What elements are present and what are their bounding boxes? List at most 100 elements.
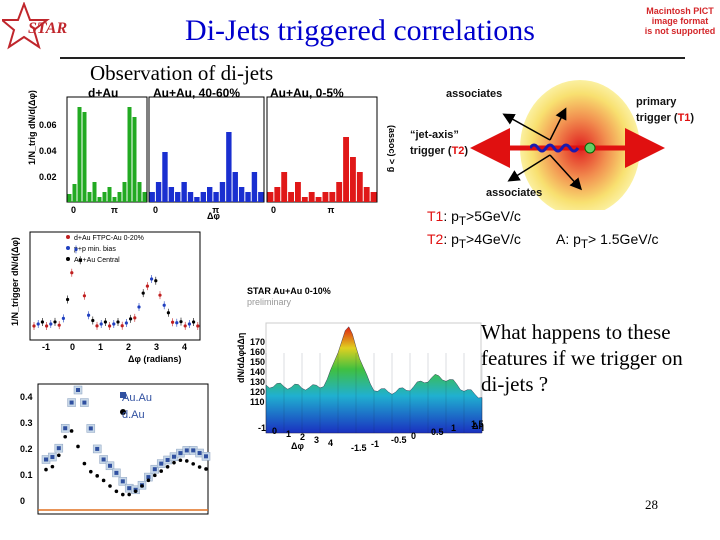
histogram-bar <box>267 192 274 202</box>
primary-trigger-label: primary trigger (T1) <box>636 96 695 124</box>
histogram-bar <box>219 182 226 202</box>
auau-data-point <box>120 479 125 484</box>
dau-data-point <box>133 489 138 494</box>
histogram-bar <box>295 182 301 202</box>
bottom-y-tick-label: 0 <box>20 496 25 506</box>
histogram-bar <box>322 192 329 202</box>
top-histogram-panels: 0.06 0.04 0.02 1/N_trig dN/d(Δφ) 0 π 0 π 0 π Δφ (as… <box>27 85 399 221</box>
surface-y-tick-label: 0.5 <box>431 427 444 437</box>
histogram-bar <box>308 192 315 202</box>
surface-z-tick-label: 120 <box>250 387 265 397</box>
auau-data-point <box>152 467 157 472</box>
auau-data-point <box>172 454 176 459</box>
auau-data-point <box>114 470 119 475</box>
jet-shower-curve <box>528 143 580 153</box>
associate-arrow-1 <box>502 113 551 141</box>
panel-title-dau: d+Au <box>88 86 119 100</box>
auau-data-point <box>69 400 74 405</box>
histogram-bar <box>92 182 97 202</box>
dau-data-point <box>165 464 170 469</box>
dau-data-point <box>146 478 151 483</box>
histogram-bar <box>102 192 107 202</box>
dau-data-point <box>63 434 67 439</box>
surface-y-tick-label: 1.5 <box>471 419 484 429</box>
histogram-bar <box>274 187 281 202</box>
associate-cut: A: pT> 1.5GeV/c <box>556 231 659 251</box>
dau-data-point <box>121 492 125 497</box>
top-y-tick-label: 0.04 <box>39 146 57 156</box>
top-panel-frame <box>148 96 265 203</box>
top-y-tick-label: 0.02 <box>39 172 57 182</box>
histogram-bar <box>137 182 142 202</box>
histogram-bar <box>329 192 336 202</box>
histogram-bar <box>122 182 127 202</box>
ftpc-x-tick-label: 1 <box>98 342 103 352</box>
histogram-bar <box>97 197 102 202</box>
primary-trigger-point <box>584 142 596 154</box>
bottom-y-tick-label: 0.3 <box>20 418 33 428</box>
top-x-tick-label: π <box>111 205 118 215</box>
surface-plot-subtitle: preliminary <box>247 297 292 307</box>
histogram-bar <box>149 192 155 202</box>
histogram-bar <box>127 107 132 202</box>
histogram-bar <box>281 172 288 202</box>
ftpc-y-axis-label: 1/N_trigger dN/d(Δφ) <box>10 237 20 326</box>
dau-data-point <box>82 461 87 466</box>
legend-auau-marker <box>120 392 126 398</box>
top-x-tick-label: 0 <box>271 205 276 215</box>
surface-x-tick-label: 3 <box>314 435 319 445</box>
surface-x-tick-label: -1 <box>258 423 266 433</box>
surface-x-tick-label: 0 <box>272 426 277 436</box>
histogram-bar <box>168 187 175 202</box>
associates-label-top: associates <box>446 88 503 100</box>
dau-data-point <box>108 484 112 488</box>
top-x-tick-label: 0 <box>153 205 158 215</box>
dau-data-point <box>114 489 119 494</box>
page-number: 28 <box>645 497 658 512</box>
auau-data-point <box>204 454 208 459</box>
ftpc-x-tick-label: 4 <box>182 342 187 352</box>
auau-data-point <box>165 457 170 462</box>
histogram-bar <box>336 182 343 202</box>
top-x-tick-label: π <box>212 205 219 215</box>
panel-title-auau-peripheral: Au+Au, 40-60% <box>153 86 241 100</box>
dau-data-point <box>172 460 176 465</box>
auau-data-point <box>159 461 164 466</box>
auau-dau-plot: 0.4 0.3 0.2 0.1 0 <box>12 380 212 530</box>
surface-plot: 170 160 150 140 130 120 110 dN/dΔφdΔη -1 0 1 2 3 4 Δφ -… <box>236 283 486 453</box>
histogram-bar <box>238 187 245 202</box>
auau-data-point <box>76 388 80 393</box>
histogram-bar <box>370 192 377 202</box>
bottom-y-tick-label: 0.4 <box>20 392 33 402</box>
top-right-label: (assoc) > g <box>387 125 397 172</box>
bottom-plot-svg: 0.4 0.3 0.2 0.1 0 <box>20 383 211 515</box>
auau-data-point <box>101 457 106 462</box>
auau-data-point <box>82 400 87 405</box>
auau-data-point <box>63 426 68 431</box>
top-y-axis-label: 1/N_trig dN/d(Δφ) <box>27 90 37 165</box>
dau-data-point <box>153 473 157 478</box>
auau-data-point <box>191 448 196 453</box>
histogram-bar <box>187 192 194 202</box>
subtitle: Observation of di-jets <box>90 61 274 85</box>
auau-data-point <box>127 486 132 491</box>
star-logo: STAR <box>0 1 72 54</box>
legend-dau-marker <box>120 409 126 415</box>
histogram-bar <box>181 182 187 202</box>
ftpc-legend-marker <box>66 235 70 239</box>
surface-z-axis-label: dN/dΔφdΔη <box>236 333 246 383</box>
histogram-bar <box>258 192 264 202</box>
ftpc-correlation-plot: d+Au FTPC-Au 0-20% p+p min. bias Au+Au Cen… <box>8 226 208 368</box>
auau-data-point <box>95 446 100 451</box>
histogram-bar <box>251 172 258 202</box>
surface-y-tick-label: -1 <box>371 439 379 449</box>
bottom-y-tick-label: 0.2 <box>20 444 33 454</box>
surface-y-tick-label: 0 <box>411 431 416 441</box>
histogram-bar <box>245 192 251 202</box>
surface-x-tick-label: 2 <box>300 432 305 442</box>
title-divider <box>60 57 685 59</box>
ftpc-plot-svg: d+Au FTPC-Au 0-20% p+p min. bias Au+Au Cen… <box>10 231 201 364</box>
surface-y-tick-label: -1.5 <box>351 443 367 453</box>
histogram-bar <box>226 132 232 202</box>
